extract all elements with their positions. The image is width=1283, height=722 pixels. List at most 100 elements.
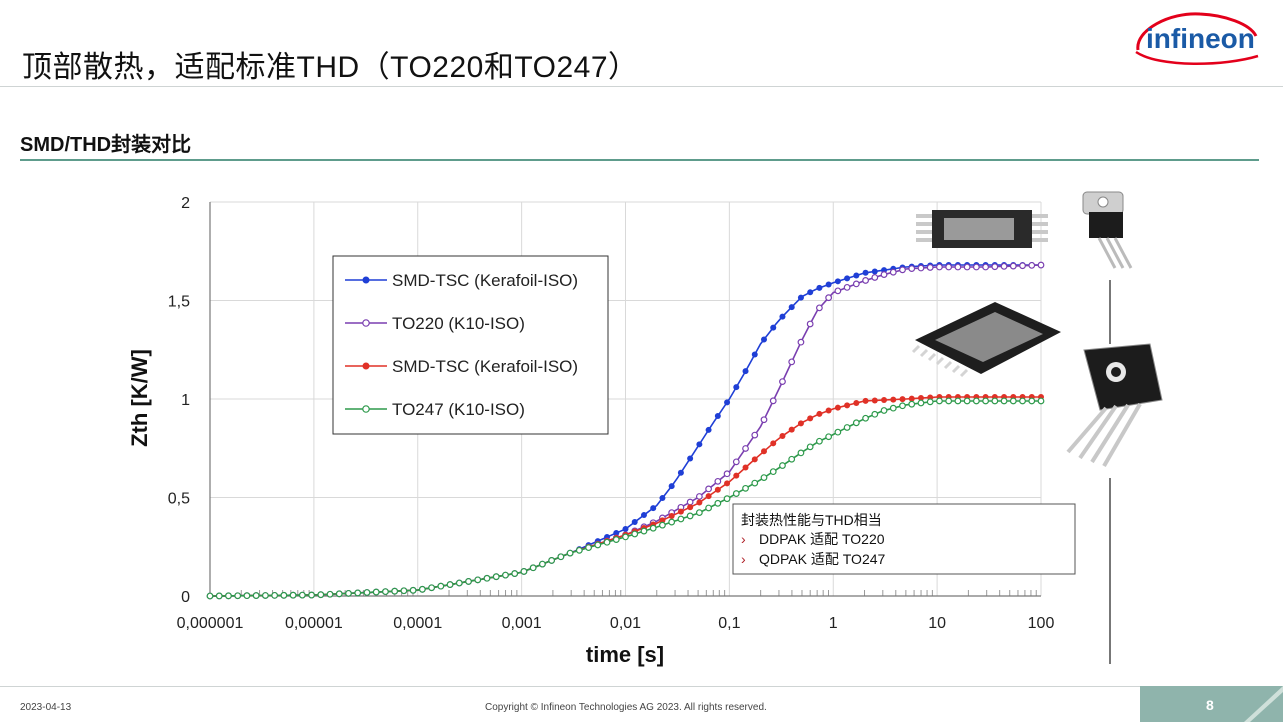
data-point [677, 515, 685, 523]
data-point [631, 519, 638, 526]
data-point [926, 264, 934, 271]
data-point [723, 470, 731, 478]
legend-label: TO220 (K10-ISO) [392, 314, 525, 333]
data-point [936, 397, 943, 405]
data-point [963, 397, 971, 405]
data-point [548, 557, 556, 564]
data-point [917, 395, 924, 402]
data-point [908, 400, 916, 408]
data-point [677, 508, 684, 515]
annotation-heading: 封装热性能与THD相当 [741, 512, 882, 528]
data-point [1019, 397, 1026, 405]
data-point [751, 479, 759, 487]
data-point [844, 402, 851, 409]
data-point [862, 269, 869, 276]
footer-copyright: Copyright © Infineon Technologies AG 202… [485, 702, 767, 713]
title-divider [0, 86, 1283, 87]
data-point [991, 397, 999, 405]
data-point [649, 524, 657, 532]
data-point [807, 289, 814, 296]
data-point [502, 571, 509, 579]
data-point [797, 449, 805, 457]
data-point [705, 504, 712, 512]
data-point [844, 275, 851, 282]
data-point [724, 399, 731, 406]
data-point [566, 549, 574, 557]
data-point [1028, 261, 1036, 269]
data-point [714, 486, 721, 493]
data-point [880, 407, 888, 414]
data-point [696, 441, 703, 448]
data-point [391, 587, 399, 595]
data-point [797, 420, 804, 427]
data-point [557, 553, 565, 561]
data-point [742, 445, 749, 452]
data-point [695, 493, 703, 500]
legend-label: SMD-TSC (Kerafoil-ISO) [392, 357, 578, 376]
annotation-box: 封装热性能与THD相当 › DDPAK 适配 TO220 › QDPAK 适配 … [732, 503, 1076, 575]
annotation-bullet-2: QDPAK 适配 TO247 [759, 551, 886, 567]
data-point [668, 513, 675, 520]
data-point [917, 264, 925, 272]
to247-package-image [1066, 343, 1163, 468]
data-point [816, 304, 823, 312]
data-point [650, 505, 657, 512]
data-point [733, 384, 740, 391]
annotation-bullet-marker-2: › [741, 551, 746, 567]
data-point [437, 582, 445, 590]
slide-title: 顶部散热，适配标准THD（TO220和TO247） [22, 51, 639, 84]
data-point [317, 591, 325, 599]
data-point [732, 458, 740, 466]
data-point [908, 265, 916, 273]
data-point [483, 574, 491, 582]
data-point [529, 564, 537, 572]
data-point [788, 304, 795, 311]
data-point [1037, 397, 1045, 405]
data-point [908, 395, 915, 402]
data-point [972, 263, 980, 271]
series-4 [206, 397, 1045, 600]
data-point [382, 588, 389, 596]
data-point [705, 426, 712, 433]
data-point [890, 396, 897, 403]
data-point [1000, 262, 1008, 270]
subtitle-divider [20, 159, 1259, 161]
data-point [612, 536, 620, 543]
x-tick-label: 10 [928, 615, 946, 632]
x-tick-label: 0,00001 [285, 615, 343, 632]
data-point [880, 271, 888, 278]
y-tick-label: 1,5 [168, 294, 190, 311]
data-point [686, 498, 694, 506]
data-point [640, 527, 648, 535]
data-point [1037, 261, 1045, 269]
data-point [428, 584, 436, 592]
data-point [474, 576, 482, 584]
data-point [954, 263, 962, 271]
data-point [354, 589, 362, 597]
data-point [1009, 262, 1017, 270]
data-point [751, 431, 759, 439]
x-tick-label: 0,01 [610, 615, 641, 632]
data-point [714, 477, 722, 485]
qdpak-package-image [911, 302, 1061, 378]
data-point [825, 407, 832, 414]
legend-box [332, 255, 609, 435]
data-point [806, 443, 814, 451]
legend-marker [362, 319, 370, 327]
data-point [298, 591, 306, 599]
data-point [613, 530, 620, 537]
data-point [807, 415, 814, 422]
data-point [372, 588, 380, 596]
y-tick-label: 2 [181, 195, 190, 212]
data-point [594, 541, 602, 549]
data-point [991, 263, 999, 271]
data-point [926, 398, 934, 406]
data-point [345, 589, 352, 597]
data-point [982, 263, 989, 271]
data-point [733, 472, 740, 479]
data-point [761, 448, 767, 455]
data-point [816, 410, 823, 417]
data-point [779, 432, 786, 439]
data-point [695, 509, 703, 517]
